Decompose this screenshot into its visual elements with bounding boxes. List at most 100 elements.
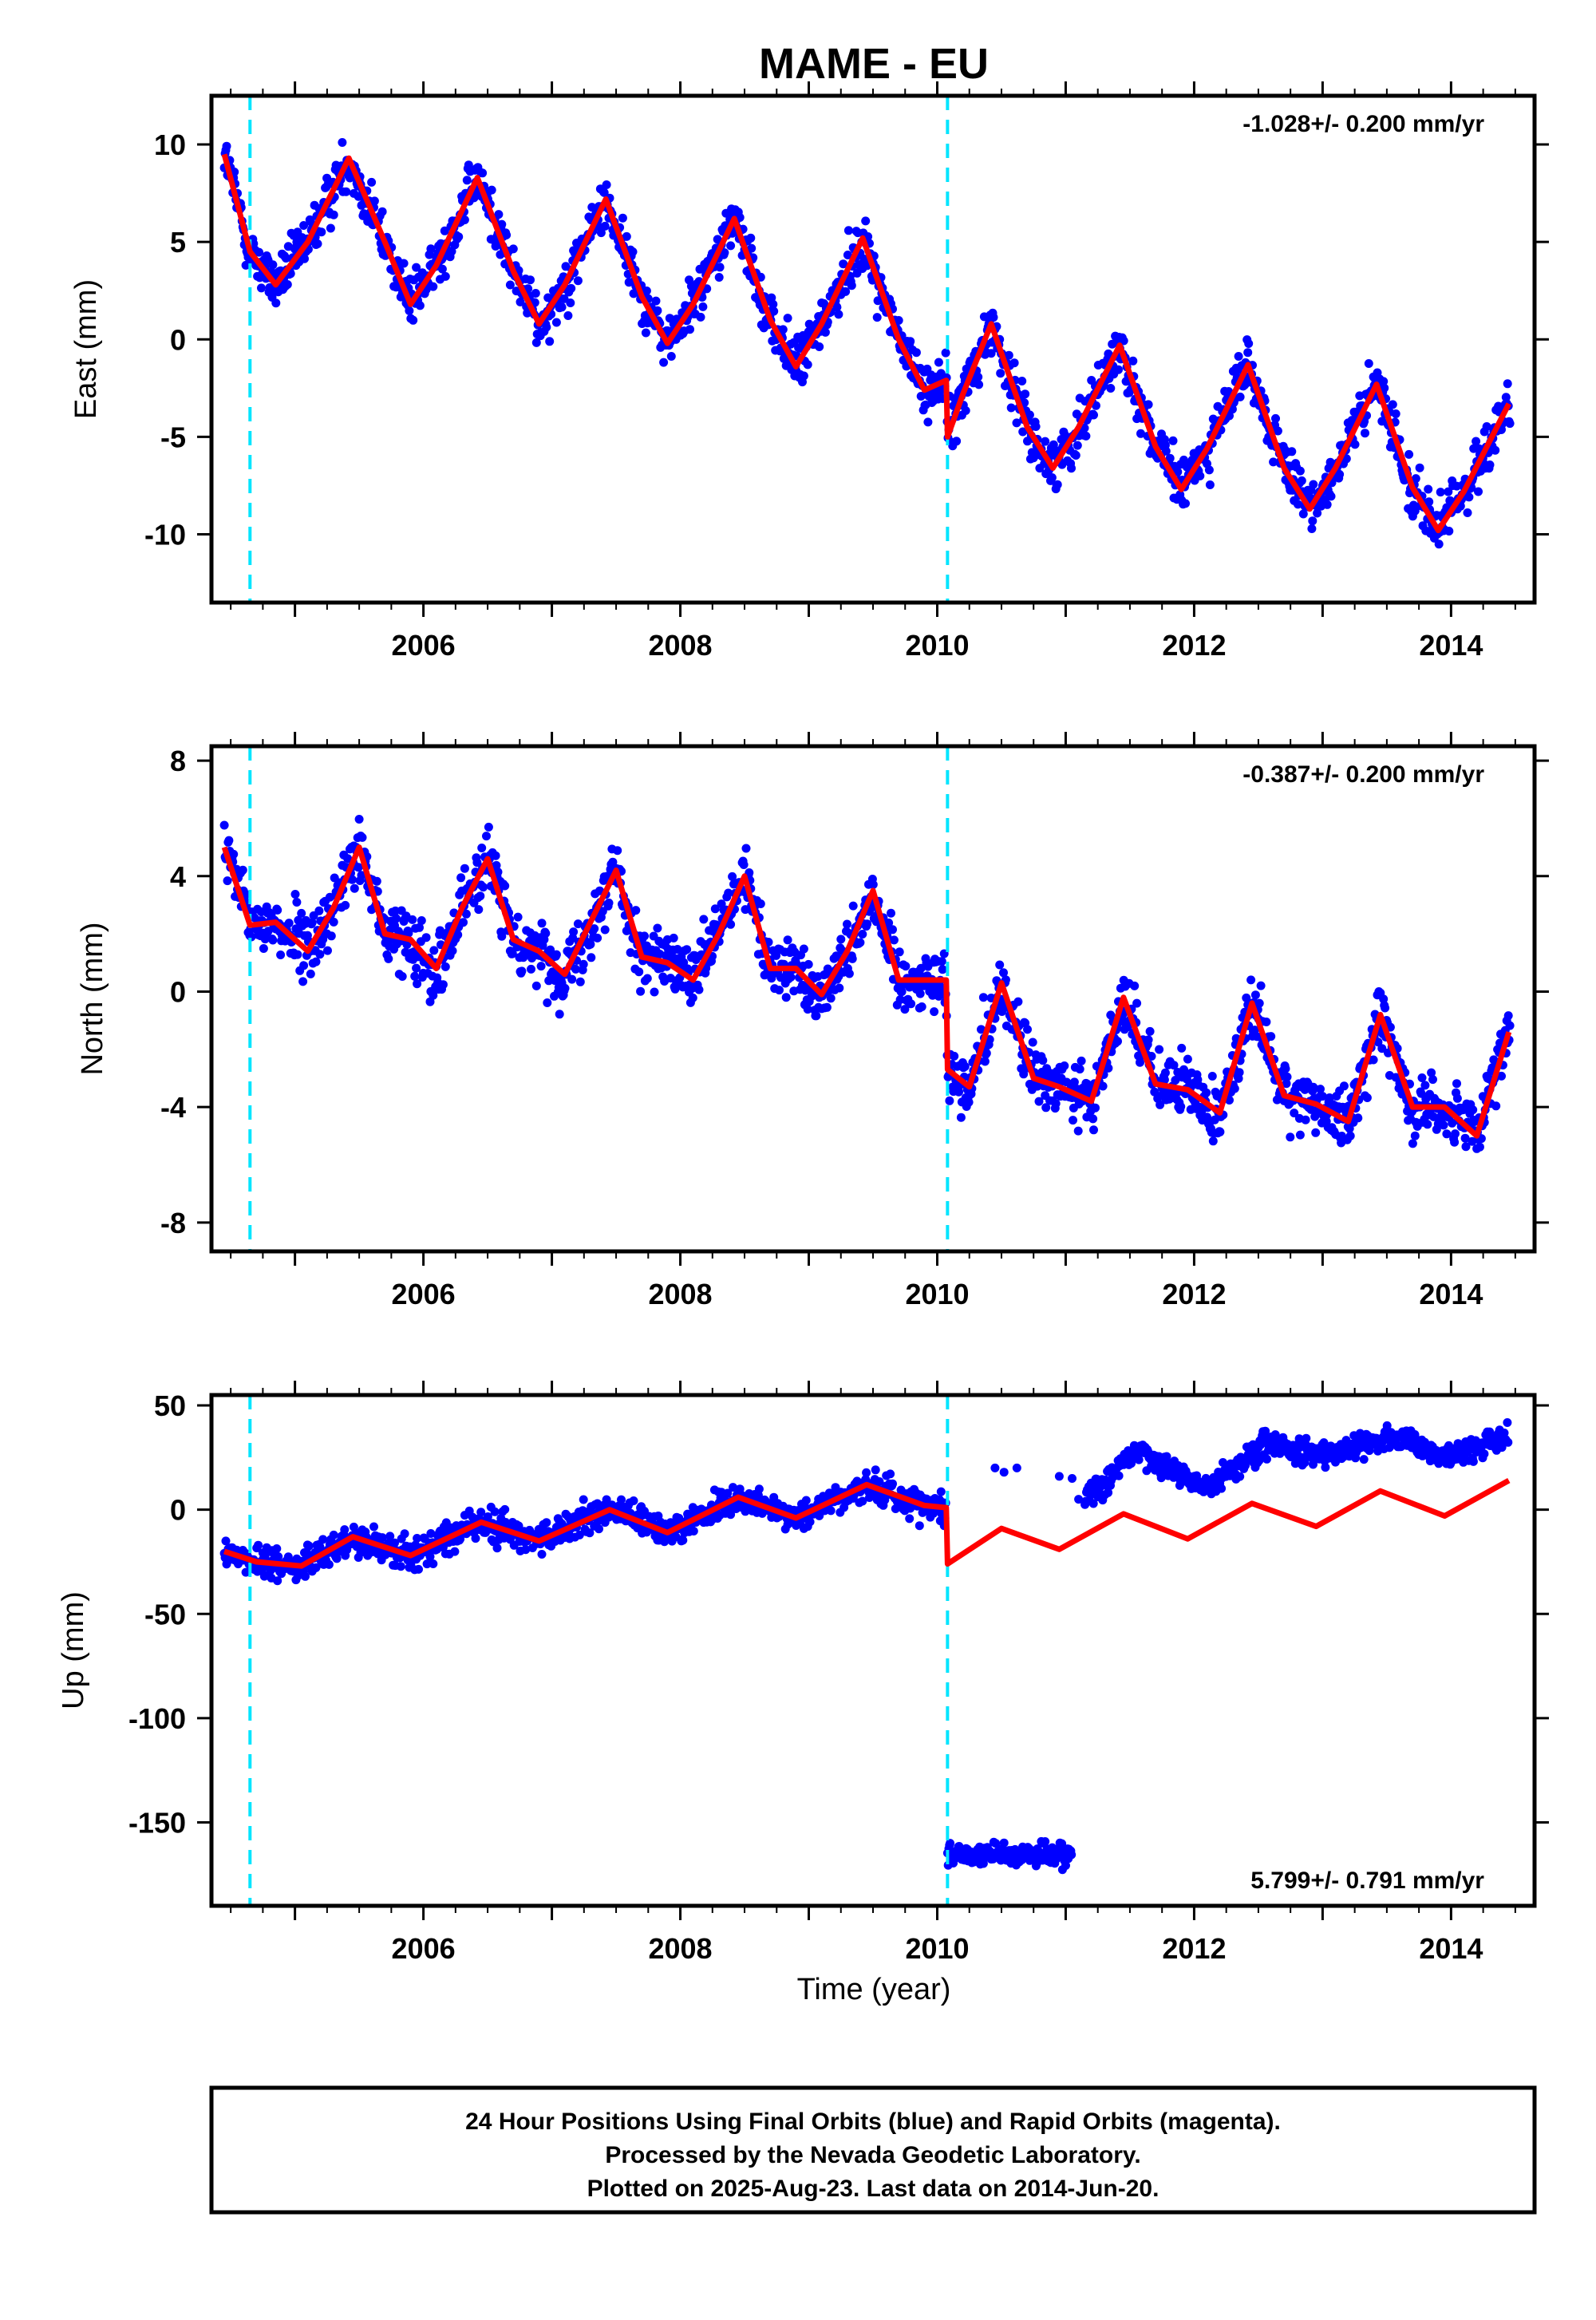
data-point <box>1287 447 1296 456</box>
data-point <box>1271 414 1280 423</box>
data-point <box>330 918 338 927</box>
data-point <box>1067 1851 1076 1860</box>
data-point <box>220 821 229 830</box>
data-point <box>1074 1127 1083 1136</box>
data-point <box>861 216 870 225</box>
data-point <box>543 998 551 1007</box>
data-point <box>1236 393 1245 401</box>
data-point <box>653 306 662 315</box>
data-point <box>1506 419 1515 428</box>
data-point <box>492 852 500 860</box>
data-point <box>1323 500 1332 509</box>
data-point <box>1076 1065 1084 1073</box>
data-point <box>429 1559 437 1568</box>
data-point <box>1283 1073 1292 1081</box>
data-point <box>224 836 233 845</box>
data-point <box>410 972 419 981</box>
data-point <box>1491 446 1499 455</box>
rate-annotation: -0.387+/- 0.200 mm/yr <box>1242 761 1484 788</box>
data-point <box>1351 440 1360 449</box>
data-point <box>631 906 640 915</box>
data-point <box>1450 1138 1459 1147</box>
data-point <box>1235 1472 1244 1481</box>
data-point <box>1298 476 1306 485</box>
data-point <box>408 915 417 924</box>
data-point <box>804 960 813 969</box>
data-point <box>844 226 853 235</box>
y-tick-label: -4 <box>160 1091 186 1124</box>
data-point <box>552 951 561 959</box>
data-point <box>642 329 650 338</box>
data-point <box>493 1543 502 1552</box>
data-point <box>1052 1099 1061 1108</box>
data-point <box>1089 1125 1098 1134</box>
data-point <box>273 906 282 915</box>
data-point <box>545 337 554 346</box>
data-point <box>800 945 808 954</box>
data-point <box>1302 1116 1310 1124</box>
data-point <box>979 993 988 1002</box>
data-point <box>1361 429 1369 437</box>
data-point <box>1132 999 1141 1008</box>
data-point <box>942 349 950 358</box>
data-point <box>1257 982 1266 990</box>
data-point <box>527 965 535 974</box>
data-point <box>938 965 947 974</box>
data-point <box>1262 1018 1270 1026</box>
data-point <box>1468 1105 1477 1114</box>
data-point <box>315 950 324 958</box>
data-point <box>888 1480 897 1488</box>
data-point <box>401 1529 409 1538</box>
data-point <box>479 883 488 891</box>
data-point <box>305 1542 314 1551</box>
data-point <box>1146 1027 1155 1036</box>
data-point <box>689 994 697 1002</box>
data-point <box>835 984 843 993</box>
y-axis-label: East (mm) <box>69 279 103 419</box>
data-point <box>259 944 268 953</box>
data-point <box>358 833 367 842</box>
data-point <box>1408 1139 1417 1148</box>
data-point <box>378 207 387 216</box>
data-point <box>901 962 910 970</box>
data-point <box>827 994 836 1002</box>
data-point <box>312 958 321 966</box>
data-point <box>441 272 450 281</box>
x-tick-label: 2010 <box>905 1278 969 1310</box>
data-point <box>323 947 332 955</box>
data-point <box>653 924 662 933</box>
data-point <box>416 301 425 310</box>
data-point <box>587 953 595 962</box>
y-tick-label: 0 <box>170 975 186 1008</box>
data-point <box>1176 1102 1185 1111</box>
data-point <box>1053 480 1062 489</box>
data-point <box>1007 404 1016 413</box>
data-point <box>1029 1038 1037 1047</box>
data-point <box>784 935 792 944</box>
data-point <box>1444 527 1453 536</box>
data-point <box>821 328 830 337</box>
data-point <box>742 844 751 853</box>
data-point <box>806 1517 815 1526</box>
data-point <box>1266 1032 1275 1041</box>
data-point <box>1235 1068 1244 1077</box>
data-point <box>746 234 755 243</box>
data-point <box>1251 990 1260 999</box>
data-point <box>887 909 895 918</box>
data-point <box>938 957 946 966</box>
data-point <box>1423 1120 1432 1128</box>
data-point <box>685 325 694 334</box>
data-point <box>272 1544 281 1553</box>
data-point <box>1296 467 1305 476</box>
data-point <box>1073 441 1082 450</box>
x-tick-label: 2006 <box>392 1278 456 1310</box>
data-point <box>257 283 266 292</box>
data-point <box>950 1052 958 1061</box>
data-point <box>355 815 364 824</box>
data-point <box>566 298 575 307</box>
data-point <box>342 188 350 196</box>
data-point <box>937 1488 946 1496</box>
data-point <box>456 873 465 882</box>
data-point <box>1464 492 1473 501</box>
data-point <box>1340 1081 1349 1090</box>
